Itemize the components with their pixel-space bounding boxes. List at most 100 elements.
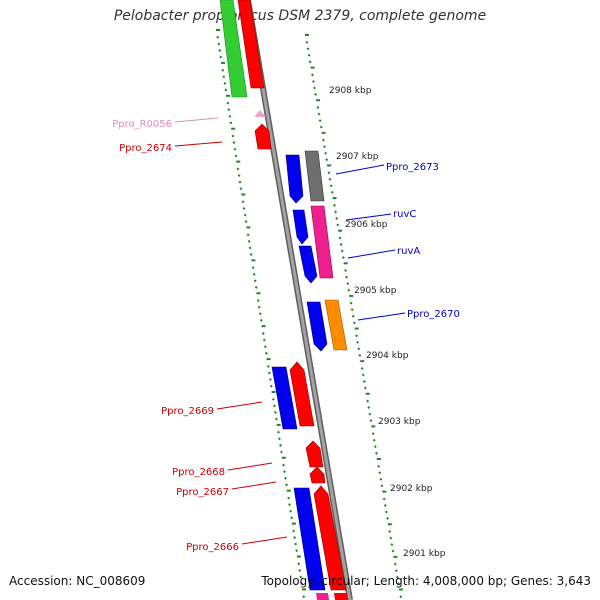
gc-dot (334, 210, 338, 214)
gc-dot (252, 272, 256, 276)
ruler-label: 2906 kbp (345, 220, 388, 230)
gc-dot (378, 471, 382, 475)
gc-dot (272, 404, 276, 408)
gc-dot (267, 371, 271, 375)
gc-dot (242, 206, 246, 210)
feature-red (237, 0, 265, 89)
feature-rrna (254, 110, 266, 117)
feature-bottom-red (334, 593, 348, 600)
gc-dot (224, 88, 228, 92)
gc-dot (253, 279, 257, 283)
gc-dot (330, 190, 334, 194)
gc-dot (390, 543, 394, 547)
gc-dot (233, 147, 237, 151)
gc-dot (226, 101, 230, 105)
gc-dot (336, 223, 340, 227)
gc-dot (321, 138, 325, 142)
gene-label[interactable]: ruvA (397, 246, 420, 257)
feature-ppro-2670-orange (324, 299, 348, 351)
gc-dot (258, 312, 262, 316)
gc-dot (261, 332, 265, 335)
gc-dot (237, 174, 241, 177)
gc-dot (278, 437, 281, 441)
gc-dot (294, 542, 298, 546)
gc-dot (317, 112, 321, 116)
gc-dot (264, 351, 268, 355)
gc-dot (302, 595, 306, 599)
gc-dot (282, 463, 285, 467)
gc-dot (284, 476, 287, 480)
gc-dot (293, 536, 297, 539)
feature-ppro-2673-blue (285, 154, 304, 204)
feature-bottom-magenta (316, 593, 329, 600)
gc-dot (236, 167, 240, 171)
gc-dot (329, 184, 333, 188)
gene-label[interactable]: Ppro_2667 (176, 487, 229, 498)
gc-dot (249, 253, 253, 256)
ruler-label: 2907 kbp (336, 152, 379, 162)
gc-dot (318, 119, 322, 123)
map-title: Pelobacter propionicus DSM 2379, complet… (113, 8, 487, 24)
gene-label[interactable]: Ppro_2666 (186, 542, 239, 553)
gc-dot (273, 411, 277, 414)
gc-dot (312, 79, 315, 83)
feature-ppro-2666-red (313, 485, 347, 591)
gc-dot (274, 417, 278, 421)
feature-ruvc-magenta (310, 205, 334, 279)
gene-label[interactable]: Ppro_2673 (386, 162, 439, 173)
genome-summary-text: Topology: circular; Length: 4,008,000 bp… (261, 574, 591, 588)
gc-dot (341, 256, 345, 259)
gc-dot (217, 42, 221, 46)
gc-dot (238, 180, 242, 184)
gc-dot (325, 158, 329, 162)
gc-dot (333, 203, 336, 207)
gc-dot (335, 216, 339, 220)
gc-dot (290, 516, 294, 520)
gc-dot (263, 345, 267, 349)
feature-track (219, 0, 348, 600)
gc-dot (399, 595, 403, 599)
gc-dot (300, 582, 304, 586)
gc-dot (257, 305, 261, 309)
gc-dot (307, 53, 311, 57)
gc-dot (352, 321, 356, 325)
gc-dot (306, 47, 310, 51)
gc-dot (219, 55, 223, 59)
gc-dot (351, 314, 355, 318)
gene-label[interactable]: Ppro_2669 (161, 406, 214, 417)
gc-dot (369, 419, 373, 423)
gc-dot (285, 483, 289, 487)
gene-label[interactable]: Ppro_2674 (119, 143, 172, 154)
gene-label[interactable]: Ppro_2668 (172, 467, 225, 478)
gene-label[interactable]: Ppro_R0056 (112, 119, 172, 130)
gc-dot (382, 497, 386, 501)
ruler-label: 2904 kbp (366, 351, 409, 361)
gc-dot (218, 49, 222, 52)
gc-dot (241, 200, 245, 204)
feature-ppro-2674 (254, 123, 272, 150)
gc-dot (251, 266, 255, 270)
feature-ruva (298, 245, 318, 284)
gc-dot (228, 114, 232, 118)
gc-dot (395, 575, 399, 579)
gc-dot (316, 106, 320, 109)
gc-dot (299, 575, 303, 579)
gc-dot (227, 108, 231, 112)
gene-label-leader (335, 164, 385, 175)
gc-dot (361, 373, 365, 377)
gc-dot (391, 549, 395, 553)
gc-dot (368, 412, 372, 416)
gc-dot (277, 430, 280, 434)
gene-label-leader (227, 462, 273, 471)
gc-dot (366, 399, 370, 403)
gc-dot (355, 334, 359, 338)
gc-dot (389, 536, 393, 540)
gc-dot (327, 171, 331, 175)
coordinate-ruler: 2908 kbp 2907 kbp 2906 kbp 2905 kbp 2904 kbp… (329, 86, 446, 559)
feature-ppro-2666-blue (293, 487, 326, 591)
gc-dot (349, 301, 353, 305)
feature-ppro-2669-red (289, 361, 315, 427)
gene-label[interactable]: ruvC (393, 209, 416, 220)
gene-label[interactable]: Ppro_2670 (407, 309, 460, 320)
